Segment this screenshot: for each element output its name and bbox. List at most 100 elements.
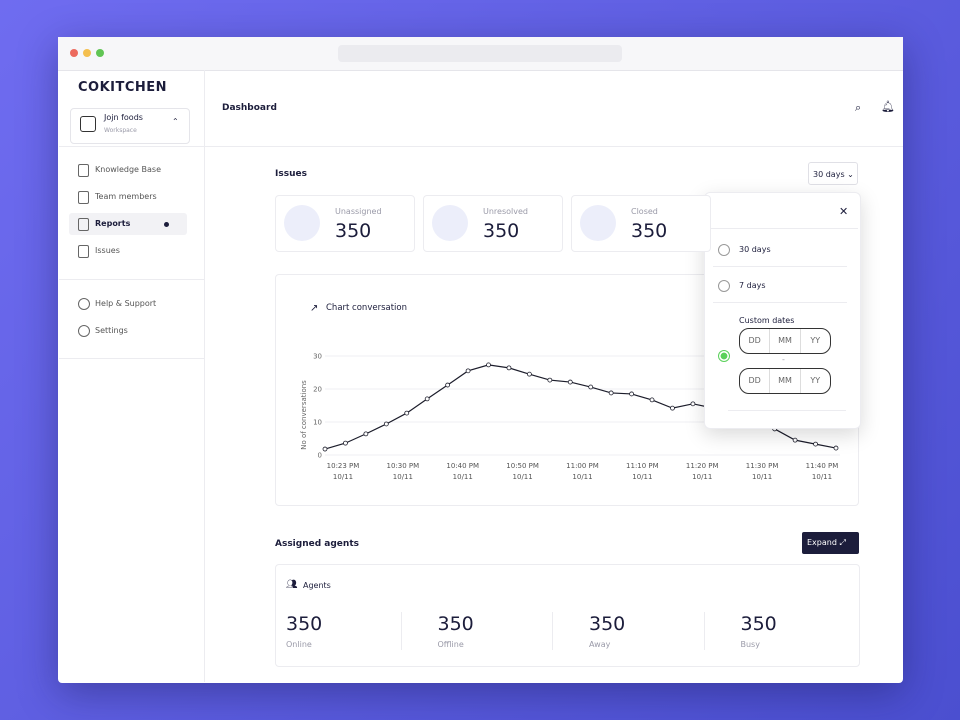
search-icon[interactable]: ⌕ [855,101,862,114]
point [322,446,328,452]
nav-item[interactable]: Team members [95,192,157,201]
option[interactable]: 30 days [739,245,771,254]
field: MM [770,369,801,393]
x-tick-label: 11:00 PM [566,462,599,470]
point [649,397,655,403]
nav-item[interactable]: Reports [95,219,131,228]
divider [713,266,847,267]
point [547,377,553,383]
point [833,445,839,451]
issue-value: 350 [335,220,372,242]
point [506,365,512,371]
x-tick-label: 11:30 PM [746,462,779,470]
close-button[interactable]: ✕ [839,205,849,218]
divider [713,302,847,303]
bell-icon[interactable]: 🔔︎ [881,100,895,113]
section-title: Assigned agents [275,539,359,549]
issue-label: Closed [631,207,658,216]
address-bar[interactable] [338,45,622,62]
point [629,391,634,397]
stat-label: Offline [437,640,464,649]
range-dropdown[interactable]: 30 days ⌄ [808,162,858,185]
y-tick-label: 10 [313,419,322,427]
divider [703,612,705,650]
issue-value: 350 [483,220,520,242]
min-dot[interactable] [83,49,91,57]
issue-icon [580,205,616,241]
x-tick-label: 10/11 [692,473,712,481]
close-dot[interactable] [70,49,78,57]
date-to[interactable]: DD MM YY [739,368,831,394]
nav-dot [164,222,169,227]
x-tick-label: 10:30 PM [387,462,420,470]
divider [59,146,204,147]
field: YY [810,336,821,345]
stat-value: 350 [589,613,626,635]
y-tick-label: 20 [313,386,322,394]
point [608,390,614,396]
x-tick-label: 10/11 [393,473,413,481]
x-tick-label: 10/11 [453,473,473,481]
radio[interactable] [718,244,730,256]
divider [705,228,858,229]
point [690,401,696,407]
point [567,379,573,385]
x-tick-label: 10/11 [812,473,832,481]
page-title: Dashboard [222,103,277,113]
x-tick-label: 10/11 [513,473,533,481]
brand: COKITCHEN [78,80,168,95]
divider [552,612,553,650]
x-tick-label: 10:40 PM [446,462,479,470]
x-tick-label: 10/11 [752,473,772,481]
x-tick-label: 11:40 PM [806,462,839,470]
issue-label: Unassigned [335,207,382,216]
workspace-switcher[interactable] [70,108,190,144]
point [813,441,818,447]
date-from[interactable]: DD MM YY [739,328,831,354]
nav-item[interactable]: Issues [95,246,120,255]
point [343,440,348,446]
x-tick-label: 10:50 PM [506,462,539,470]
stat-label: Online [286,640,312,649]
issue-label: Unresolved [483,207,528,216]
filter-popover [704,192,861,429]
stat-value: 350 [286,613,323,635]
x-tick-label: 10/11 [333,473,353,481]
header-border [205,146,903,147]
expand-button[interactable]: Expand ⤢ [802,532,859,554]
divider [59,358,204,359]
issue-icon [284,205,320,241]
nav-icon [78,191,89,204]
x-tick-label: 10/11 [572,473,592,481]
workspace-label: Workspace [104,127,137,134]
point [363,431,369,437]
point [527,371,532,377]
nav-icon [78,218,89,231]
point [588,384,594,390]
chart-icon: ↗ [310,303,318,314]
nav-item[interactable]: Help & Support [95,299,157,308]
section-title: Issues [275,169,307,179]
x-tick-label: 11:20 PM [686,462,719,470]
nav-icon [78,325,90,337]
point [404,410,410,416]
agents-card [275,564,860,667]
radio-selected[interactable] [718,350,730,362]
stat-label: Away [589,640,611,649]
nav-item[interactable]: Knowledge Base [95,165,161,174]
max-dot[interactable] [96,49,104,57]
radio[interactable] [718,280,730,292]
divider [400,612,402,650]
point [486,362,491,368]
x-tick-label: 10/11 [632,473,652,481]
field: DD [740,369,771,393]
divider [728,410,846,411]
field: MM [770,329,801,353]
nav-item[interactable]: Settings [95,326,128,335]
point [792,437,798,443]
chevron: ⌃ [172,117,179,126]
y-tick-label: 30 [313,353,322,361]
y-axis-label: No of conversations [300,380,308,450]
option[interactable]: 7 days [739,281,766,290]
